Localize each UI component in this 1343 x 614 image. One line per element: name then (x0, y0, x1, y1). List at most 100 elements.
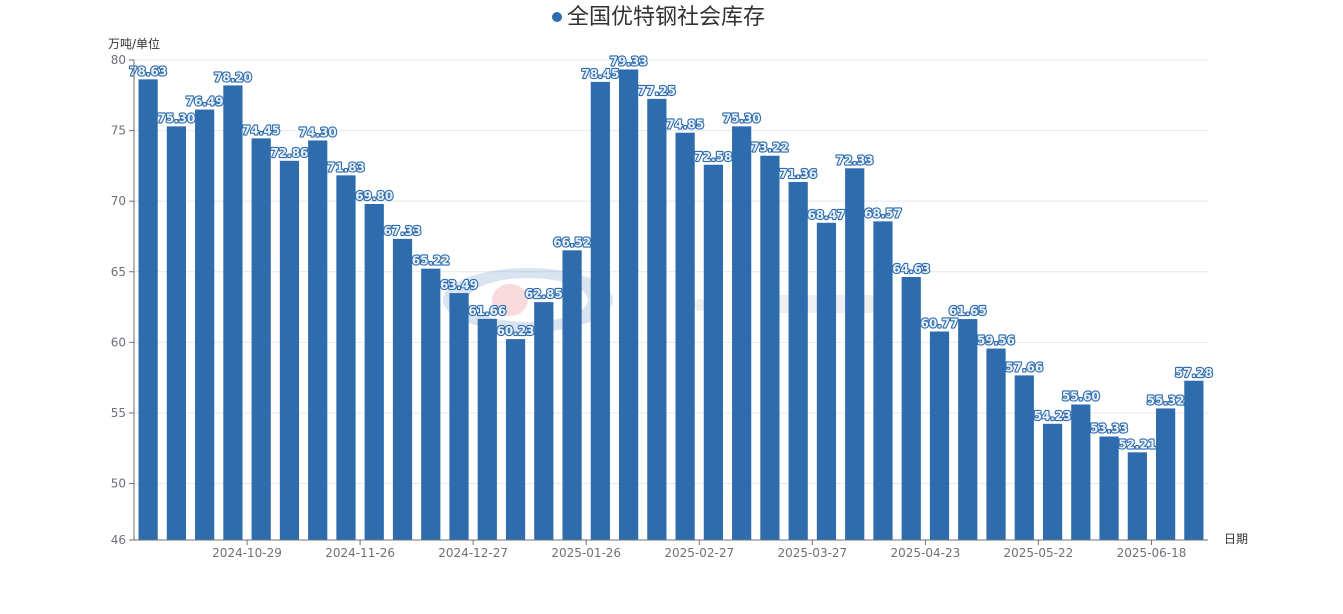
bar[interactable] (675, 132, 695, 541)
data-label: 68.47 (807, 208, 845, 222)
data-label: 66.52 (553, 235, 591, 249)
bar[interactable] (195, 109, 215, 540)
bar[interactable] (1127, 452, 1147, 540)
data-label: 78.45 (581, 67, 619, 81)
bar[interactable] (788, 181, 808, 540)
x-tick-label: 2025-02-27 (664, 546, 734, 560)
data-label: 77.25 (638, 84, 676, 98)
bar[interactable] (647, 98, 667, 540)
data-label: 61.66 (468, 304, 506, 318)
data-label: 60.77 (921, 316, 959, 330)
data-label: 74.30 (299, 125, 337, 139)
bar[interactable] (958, 319, 978, 540)
x-tick-labels: 2024-10-29 2024-11-26 2024-12-27 2025-01-26… (212, 540, 1186, 560)
x-tick-label: 2024-12-27 (438, 546, 508, 560)
data-label: 65.22 (412, 254, 450, 268)
data-label: 74.85 (666, 118, 704, 132)
x-tick-label: 2025-03-27 (777, 546, 847, 560)
data-label: 76.49 (186, 95, 224, 109)
bar[interactable] (590, 81, 610, 540)
bar[interactable] (986, 348, 1006, 540)
legend-marker-icon (552, 12, 562, 22)
bar[interactable] (1099, 436, 1119, 540)
chart-legend[interactable]: 全国优特钢社会库存 (552, 5, 765, 30)
bars (138, 69, 1204, 541)
y-tick-label: 80 (111, 53, 126, 67)
data-label: 75.30 (723, 111, 761, 125)
x-tick-label: 2024-10-29 (212, 546, 282, 560)
x-tick-label: 2025-01-26 (551, 546, 621, 560)
data-label: 60.23 (497, 324, 535, 338)
bar[interactable] (760, 155, 780, 540)
data-label: 57.28 (1175, 366, 1213, 380)
bar[interactable] (618, 69, 639, 540)
x-tick-label: 2025-06-18 (1117, 546, 1187, 560)
bar[interactable] (1014, 375, 1034, 540)
bar[interactable] (901, 276, 921, 540)
bar[interactable] (732, 126, 752, 541)
data-label: 54.23 (1034, 409, 1072, 423)
bar[interactable] (308, 140, 328, 540)
data-label: 74.45 (242, 123, 280, 137)
bar[interactable] (1155, 408, 1176, 540)
data-label: 75.30 (157, 111, 195, 125)
bar[interactable] (845, 168, 865, 540)
data-label: 57.66 (1005, 360, 1043, 374)
axes (133, 60, 1208, 541)
bar[interactable] (534, 302, 554, 540)
bar[interactable] (1071, 404, 1091, 540)
data-label: 62.85 (525, 287, 563, 301)
data-label: 55.60 (1062, 389, 1100, 403)
bar[interactable] (166, 126, 187, 541)
bar[interactable] (364, 204, 384, 540)
bar[interactable] (421, 268, 441, 540)
chart-title: 全国优特钢社会库存 (567, 5, 765, 30)
data-label: 71.36 (779, 167, 817, 181)
bar[interactable] (929, 331, 950, 540)
x-axis-title: 日期 (1224, 532, 1248, 546)
y-tick-label: 60 (111, 335, 126, 349)
bar[interactable] (477, 318, 497, 540)
bar[interactable] (816, 222, 837, 540)
bar[interactable] (703, 164, 724, 541)
data-label: 69.80 (355, 189, 393, 203)
x-tick-label: 2025-05-22 (1004, 546, 1074, 560)
bar[interactable] (138, 79, 158, 540)
data-label: 72.86 (270, 146, 308, 160)
bar[interactable] (223, 85, 243, 540)
data-labels: 78.63 75.30 76.49 78.20 74.45 72.86 74.30 71.83… (128, 53, 1214, 452)
data-label: 78.63 (129, 64, 167, 78)
data-label: 64.63 (892, 262, 930, 276)
data-label: 73.22 (751, 141, 789, 155)
data-label: 61.65 (949, 304, 987, 318)
data-label: 55.32 (1147, 393, 1185, 407)
bar[interactable] (251, 138, 271, 540)
bar[interactable] (873, 221, 893, 541)
bar[interactable] (1042, 423, 1063, 540)
data-label: 53.33 (1090, 422, 1128, 436)
data-label: 72.58 (694, 150, 732, 164)
y-tick-label: 55 (111, 406, 126, 420)
data-label: 63.49 (440, 278, 478, 292)
data-label: 68.57 (864, 206, 902, 220)
x-tick-label: 2024-11-26 (325, 546, 395, 560)
data-label: 59.56 (977, 334, 1015, 348)
y-tick-label: 50 (111, 477, 126, 491)
x-tick-label: 2025-04-23 (890, 546, 960, 560)
data-label: 52.21 (1118, 437, 1156, 451)
bar[interactable] (505, 339, 526, 540)
bar[interactable] (392, 238, 413, 540)
bar[interactable] (336, 175, 356, 540)
y-tick-labels: 46 50 55 60 65 70 75 80 (111, 53, 134, 547)
bar[interactable] (1184, 380, 1204, 540)
data-label: 79.33 (610, 54, 648, 68)
bar[interactable] (449, 293, 469, 540)
y-tick-label: 75 (111, 124, 126, 138)
data-label: 71.83 (327, 160, 365, 174)
data-label: 67.33 (384, 224, 422, 238)
y-tick-label: 65 (111, 265, 126, 279)
bar[interactable] (279, 160, 300, 541)
bar[interactable] (562, 250, 582, 540)
